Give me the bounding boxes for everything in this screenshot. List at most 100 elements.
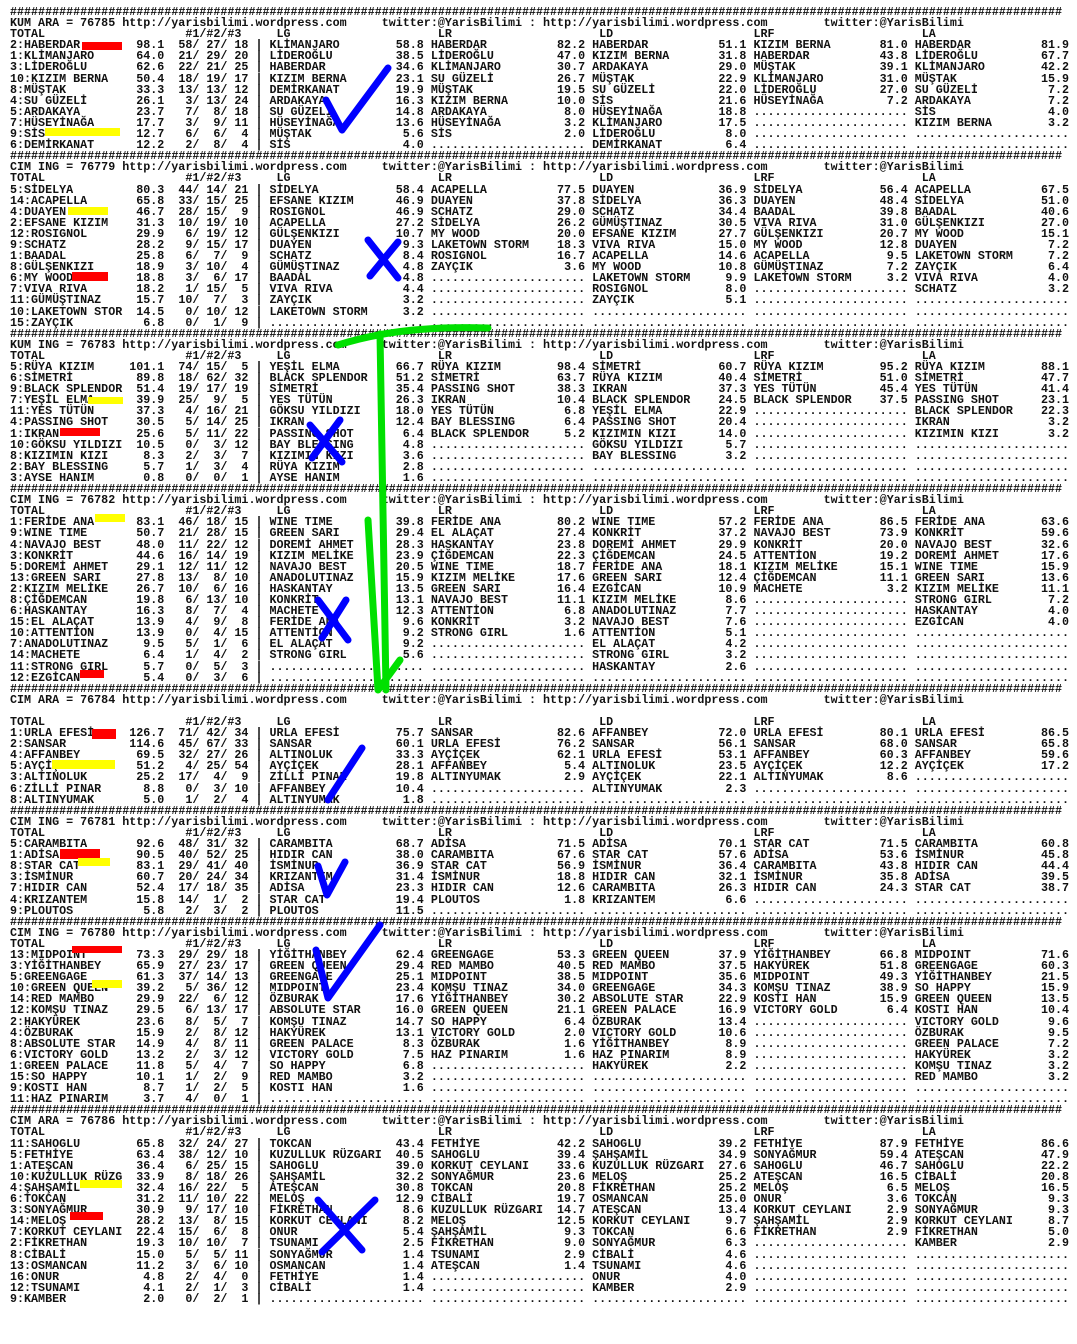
lr-value: 11.1	[557, 592, 586, 607]
lrf-value: 87.9	[879, 1136, 908, 1151]
table-row: 9:KOSTI HAN 8.7 1/ 2/ 5 | KOSTI HAN 1.6......…	[10, 1082, 1070, 1094]
ld-horse-name: TSUNAMI	[592, 1258, 642, 1273]
total-score: 28.2	[136, 1214, 165, 1229]
ld-value: 37.5	[718, 959, 747, 974]
lg-value: 62.4	[395, 947, 424, 962]
lg-value: 28.3	[395, 537, 424, 552]
ld-horse-name: ADİSA	[592, 837, 628, 852]
placings: 1/ 3/ 4	[185, 459, 249, 474]
lr-value: 3.2	[564, 615, 586, 630]
column-headers: TOTAL #1/#2/#3 LG LR LD LRF LA	[10, 936, 1070, 951]
lrf-empty-filler: ......................	[753, 1014, 908, 1029]
la-value: 13.5	[1040, 992, 1070, 1007]
lg-value: 28.1	[395, 759, 424, 774]
la-value: 4.0	[1048, 615, 1070, 630]
lrf-empty-filler: ......................	[753, 1092, 908, 1107]
placings: 6/ 7/ 9	[185, 249, 249, 264]
column-divider: |	[255, 437, 263, 452]
lrf-empty-filler: ......................	[753, 1280, 908, 1295]
lg-value: 9.3	[402, 237, 424, 252]
ld-value: 26.3	[718, 881, 747, 896]
total-score: 19.3	[136, 1236, 165, 1251]
lrf-value: 60.3	[879, 748, 908, 763]
la-value: 9.6	[1048, 1014, 1070, 1029]
total-score: 15.7	[136, 293, 165, 308]
lr-value: 47.0	[557, 49, 586, 64]
lg-value: 10.7	[395, 226, 424, 241]
lg-horse-name: AYÇİÇEK	[269, 759, 319, 774]
total-score: 52.4	[136, 881, 165, 896]
lg-value: 23.3	[395, 881, 424, 896]
la-horse-name: DOREMİ AHMET	[914, 548, 999, 563]
horse-name: 5:SİDELYA	[10, 182, 74, 197]
lr-horse-name: SO HAPPY	[430, 1014, 487, 1029]
table-row: 5:FETHİYE 63.4 38/ 12/ 10 | KUZULLUK RÜZGARI…	[10, 1149, 1070, 1161]
lg-horse-name: ABSOLUTE STAR	[269, 1003, 361, 1018]
la-value: 51.0	[1040, 193, 1070, 208]
column-header-lg: LG	[276, 936, 291, 951]
la-value: 59.6	[1040, 526, 1070, 541]
horse-name: 14:RED MAMBO	[10, 992, 95, 1007]
total-score: 80.3	[136, 182, 165, 197]
lr-empty-filler: ......................	[430, 781, 586, 796]
ld-horse-name: HABERDAR	[592, 38, 649, 53]
la-value: 7.2	[1048, 592, 1070, 607]
la-horse-name: SO HAPPY	[914, 981, 971, 996]
placings: 20/ 24/ 34	[178, 870, 249, 885]
lr-horse-name: RÜYA KIZIM	[430, 360, 501, 374]
la-value: 67.7	[1040, 49, 1070, 64]
placings: 18/ 62/ 32	[178, 371, 249, 386]
total-score: 25.8	[136, 249, 165, 264]
lr-value: 3.2	[564, 115, 586, 130]
column-divider: |	[255, 759, 263, 774]
lrf-empty-filler: ......................	[753, 626, 908, 641]
lrf-value: 86.5	[879, 515, 908, 530]
ld-empty-filler: ......................	[592, 1291, 747, 1306]
la-horse-name: VICTORY GOLD	[914, 1014, 999, 1029]
lg-value: 19.9	[395, 82, 424, 97]
column-divider: |	[255, 604, 263, 619]
column-header-lr: LR	[437, 27, 452, 42]
lg-value: 8.2	[402, 1214, 424, 1229]
lg-horse-name: PLOUTOS	[269, 903, 319, 918]
table-row: 6:VICTORY GOLD 13.2 2/ 3/ 12 | VICTORY GOLD 7…	[10, 1049, 1070, 1061]
column-divider: |	[255, 959, 263, 974]
total-score: 11.8	[136, 1058, 165, 1073]
ld-value: 23.5	[718, 759, 747, 774]
lg-value: 12.9	[395, 1192, 424, 1207]
column-divider: |	[255, 892, 263, 907]
lr-empty-filler: ......................	[430, 470, 586, 485]
placings: 22/ 21/ 25	[178, 60, 249, 75]
placings: 5/ 14/ 25	[185, 415, 249, 430]
column-divider: |	[255, 282, 263, 297]
la-value: 3.2	[1048, 1070, 1070, 1084]
lr-horse-name: AYÇİÇEK	[430, 748, 480, 763]
la-value: 40.6	[1040, 204, 1070, 219]
ld-value: 70.1	[718, 837, 747, 852]
la-value: 67.5	[1040, 182, 1070, 197]
column-header-placings: #1/#2/#3	[185, 825, 242, 840]
lr-value: 2.0	[564, 127, 586, 142]
table-row: 3:SONYAĞMUR 30.9 9/ 17/ 10 | FİKRETHAN 8.6 KUZ…	[10, 1204, 1070, 1216]
race-title: CIM ING = 76782	[10, 493, 116, 508]
table-row: 5:GREENGAGE 61.3 37/ 14/ 13 | GREENGAGE 25.1 M…	[10, 971, 1070, 983]
column-divider: |	[255, 670, 263, 685]
column-divider: |	[255, 1247, 263, 1262]
total-score: 10.1	[136, 1070, 165, 1084]
column-headers: TOTAL #1/#2/#3 LG LR LD LRF LA	[10, 505, 1070, 517]
placings: 8/ 7/ 4	[185, 604, 249, 619]
lr-horse-name: SONYAĞMUR	[430, 1169, 494, 1184]
horse-name: 6:ZİLLİ PINAR	[10, 781, 102, 796]
ld-horse-name: IKRAN	[592, 382, 628, 397]
la-value: 3.2	[1048, 282, 1070, 297]
ld-value: 60.7	[718, 360, 747, 374]
lrf-horse-name: MÜŞTAK	[753, 60, 796, 75]
horse-name: 13:OSMANCAN	[10, 1258, 88, 1273]
horse-name: 4:NAVAJO BEST	[10, 537, 102, 552]
column-divider: |	[255, 903, 263, 918]
column-divider: |	[255, 138, 263, 153]
lr-value: 12.5	[557, 1214, 586, 1229]
total-score: 6.8	[143, 315, 165, 330]
ld-horse-name: ÇİĞDEMCAN	[592, 548, 656, 563]
lrf-value: 73.9	[879, 526, 908, 541]
